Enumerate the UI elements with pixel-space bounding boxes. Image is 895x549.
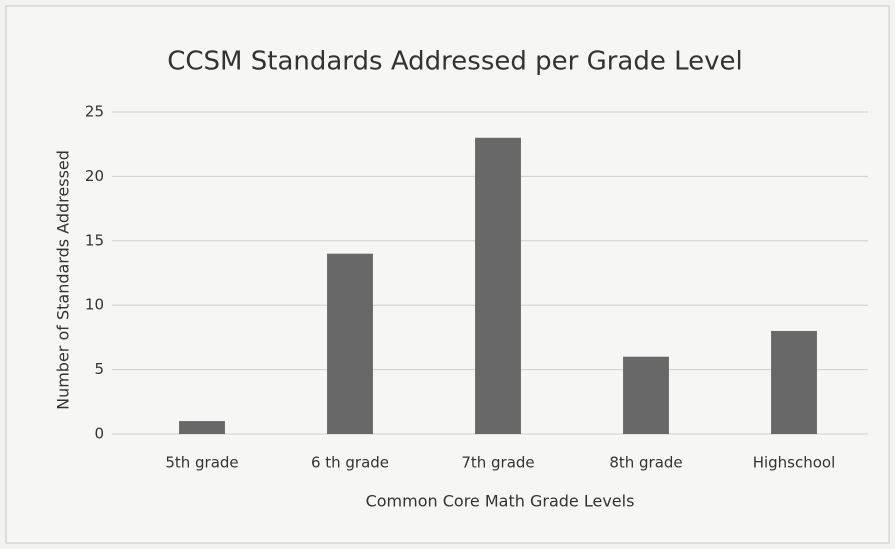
x-tick-label: 7th grade <box>461 454 534 472</box>
chart-title: CCSM Standards Addressed per Grade Level <box>167 47 743 77</box>
x-tick-label: 8th grade <box>609 454 682 472</box>
chart-frame <box>5 5 890 544</box>
bar <box>179 421 225 434</box>
bar <box>327 253 373 434</box>
bar <box>475 137 521 434</box>
y-tick-label: 5 <box>94 360 104 378</box>
y-axis-label: Number of Standards Addressed <box>54 150 73 410</box>
x-tick-label: 5th grade <box>165 454 238 472</box>
x-tick-label: Highschool <box>753 454 836 472</box>
y-tick-label: 10 <box>85 296 104 314</box>
x-tick-label: 6 th grade <box>311 454 389 472</box>
y-tick-label: 20 <box>85 167 104 185</box>
y-tick-label: 0 <box>94 425 104 443</box>
bar <box>771 330 817 434</box>
bar <box>623 356 669 434</box>
y-tick-label: 15 <box>85 231 104 249</box>
y-tick-label: 25 <box>85 103 104 121</box>
x-axis-label: Common Core Math Grade Levels <box>366 492 635 511</box>
